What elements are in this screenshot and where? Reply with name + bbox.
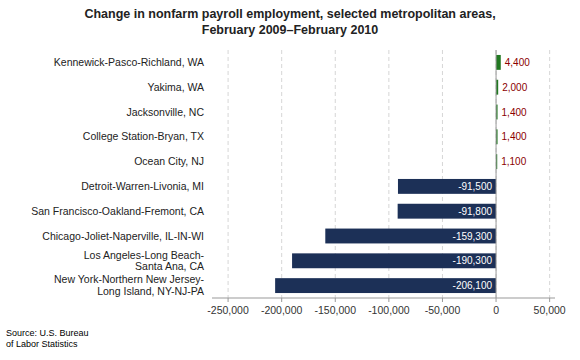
category-label: Los Angeles-Long Beach-Santa Ana, CA xyxy=(84,249,205,273)
tick-mark xyxy=(281,298,282,302)
bar xyxy=(275,278,496,293)
grid xyxy=(228,50,550,298)
value-label: 4,400 xyxy=(505,57,530,68)
category-label: Jacksonville, NC xyxy=(126,106,204,118)
text-line: Jacksonville, NC xyxy=(126,106,204,118)
tick-mark xyxy=(549,298,550,302)
chart: Change in nonfarm payroll employment, se… xyxy=(0,0,580,360)
title: Change in nonfarm payroll employment, se… xyxy=(84,7,495,37)
value-label: -91,500 xyxy=(458,181,492,192)
value-label: 1,400 xyxy=(502,131,527,142)
tick-label: -150,000 xyxy=(315,304,357,316)
tick-mark xyxy=(228,298,229,302)
tick-label: -100,000 xyxy=(368,304,410,316)
value-label: -190,300 xyxy=(453,255,493,266)
value-label: 1,100 xyxy=(501,156,526,167)
tick-label: -50,000 xyxy=(425,304,461,316)
category-label: Ocean City, NJ xyxy=(134,155,204,167)
category-label: Chicago-Joliet-Naperville, IL-IN-WI xyxy=(42,230,204,242)
text-line: Long Island, NY-NJ-PA xyxy=(97,285,204,297)
text-line: Ocean City, NJ xyxy=(134,155,204,167)
background xyxy=(0,0,580,360)
grid-line xyxy=(549,50,550,298)
text-line: Kennewick-Pasco-Richland, WA xyxy=(54,56,204,68)
text-line: Detroit-Warren-Livonia, MI xyxy=(81,180,204,192)
tick-mark xyxy=(442,298,443,302)
tick-mark xyxy=(388,298,389,302)
grid-line xyxy=(228,50,229,298)
bar xyxy=(398,204,496,219)
tick-label: -250,000 xyxy=(207,304,249,316)
category-label: Kennewick-Pasco-Richland, WA xyxy=(54,56,204,68)
bars xyxy=(275,55,501,293)
source-note: Source: U.S. Bureauof Labor Statistics xyxy=(6,328,89,349)
value-label: -206,100 xyxy=(453,280,493,291)
text-line: Los Angeles-Long Beach- xyxy=(84,249,205,261)
tick-label: 50,000 xyxy=(534,304,566,316)
bar xyxy=(398,179,496,194)
tick-mark xyxy=(496,298,497,302)
text-line: San Francisco-Oakland-Fremont, CA xyxy=(31,205,204,217)
zero-line xyxy=(496,50,497,298)
category-label: Detroit-Warren-Livonia, MI xyxy=(81,180,204,192)
labels: Kennewick-Pasco-Richland, WA 4,400 Yakima,… xyxy=(31,56,530,297)
text-line: of Labor Statistics xyxy=(6,339,78,349)
text-line: New York-Northern New Jersey- xyxy=(54,273,204,285)
bar xyxy=(325,229,496,244)
tick-label: -200,000 xyxy=(261,304,303,316)
value-label: 2,000 xyxy=(502,82,527,93)
category-label: New York-Northern New Jersey-Long Island… xyxy=(54,273,204,297)
text-line: Chicago-Joliet-Naperville, IL-IN-WI xyxy=(42,230,204,242)
text-line: College Station-Bryan, TX xyxy=(83,130,204,142)
value-label: -159,300 xyxy=(453,231,493,242)
text-line: Santa Ana, CA xyxy=(135,260,204,272)
text-line: Source: U.S. Bureau xyxy=(6,328,89,338)
bar xyxy=(292,253,496,268)
value-label: -91,800 xyxy=(458,206,492,217)
tick-mark xyxy=(335,298,336,302)
grid-line xyxy=(281,50,282,298)
category-label: San Francisco-Oakland-Fremont, CA xyxy=(31,205,204,217)
text-line: Change in nonfarm payroll employment, se… xyxy=(84,7,495,21)
tick-label: 0 xyxy=(493,304,499,316)
x-axis-line xyxy=(212,298,555,299)
value-label: 1,400 xyxy=(502,107,527,118)
text-line: Yakima, WA xyxy=(147,81,204,93)
bar xyxy=(496,55,501,70)
grid-line xyxy=(496,50,497,298)
category-label: Yakima, WA xyxy=(147,81,204,93)
text-line: February 2009–February 2010 xyxy=(202,23,379,37)
category-label: College Station-Bryan, TX xyxy=(83,130,204,142)
